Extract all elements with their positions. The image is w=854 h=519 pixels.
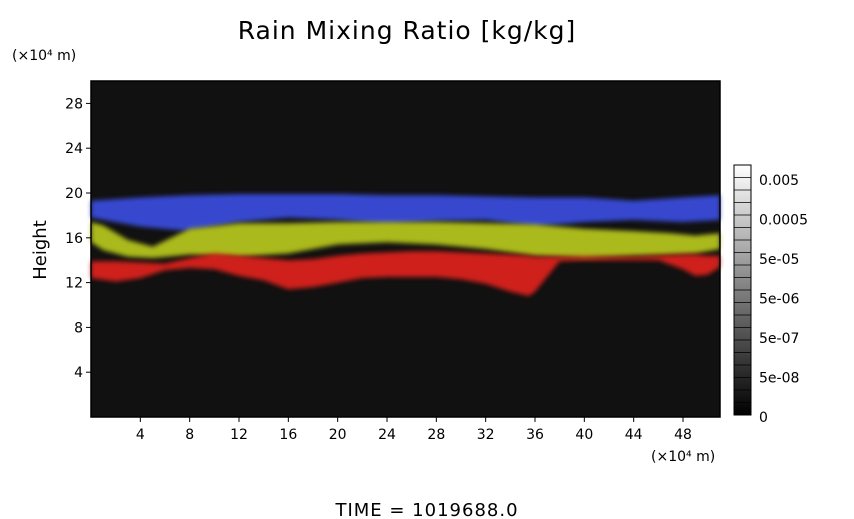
x-tick-label: 20	[329, 427, 347, 443]
colorbar: 0.005 0.0005 5e-05 5e-06 5e-07 5e-08 0	[733, 164, 808, 426]
x-tick-label: 28	[427, 427, 445, 443]
colorbar-label: 5e-05	[759, 252, 799, 268]
colorbar-label: 5e-07	[759, 331, 799, 347]
x-axis: 4 8 12 16 20 24 28 32 36 40 44 48	[136, 417, 692, 443]
plot-frame	[90, 80, 721, 418]
y-tick-label: 8	[74, 320, 83, 336]
x-tick-label: 48	[674, 427, 692, 443]
y-unit-label: (×10⁴ m)	[12, 48, 76, 64]
y-axis: 4 8 12 16 20 24 28	[65, 96, 91, 381]
y-tick-label: 28	[65, 96, 83, 112]
band-blue	[91, 194, 720, 232]
band-green	[91, 222, 720, 258]
x-tick-label: 44	[625, 427, 643, 443]
band-red	[91, 251, 720, 296]
x-tick-label: 4	[136, 427, 145, 443]
x-unit-label: (×10⁴ m)	[651, 449, 715, 465]
data-bands	[91, 194, 720, 296]
colorbar-label: 5e-08	[759, 371, 799, 387]
x-tick-label: 40	[575, 427, 593, 443]
y-axis-label: Height	[30, 220, 51, 280]
x-tick-label: 8	[185, 427, 194, 443]
chart-title: Rain Mixing Ratio [kg/kg]	[238, 16, 577, 45]
colorbar-label: 0.0005	[759, 213, 808, 229]
x-tick-label: 24	[378, 427, 396, 443]
colorbar-label: 0	[759, 410, 768, 426]
x-tick-label: 16	[279, 427, 297, 443]
x-tick-label: 36	[526, 427, 544, 443]
y-tick-label: 20	[65, 186, 83, 202]
x-tick-label: 32	[477, 427, 495, 443]
y-tick-label: 12	[65, 276, 83, 292]
y-tick-label: 16	[65, 231, 83, 247]
colorbar-label: 5e-06	[759, 292, 799, 308]
colorbar-label: 0.005	[759, 173, 799, 189]
x-tick-label: 12	[230, 427, 248, 443]
y-tick-label: 24	[65, 141, 83, 157]
y-tick-label: 4	[74, 365, 83, 381]
time-label: TIME = 1019688.0	[334, 500, 518, 519]
